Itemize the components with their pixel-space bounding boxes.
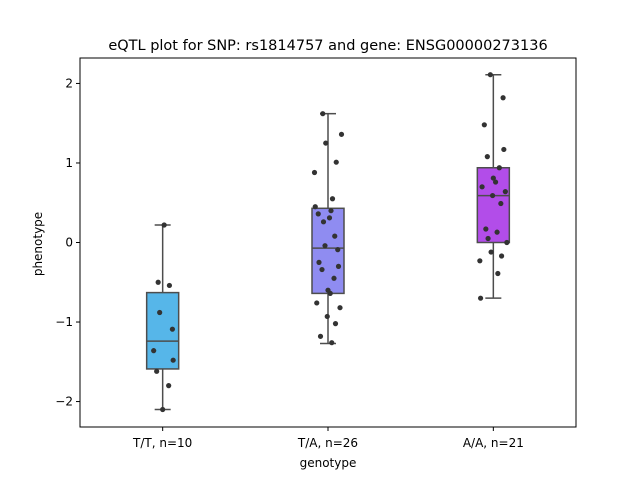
y-tick-label: 1 — [65, 156, 73, 170]
data-point — [494, 229, 500, 235]
data-point — [317, 333, 324, 339]
data-point — [319, 266, 325, 273]
box-iqr — [476, 166, 511, 244]
data-point — [155, 279, 161, 285]
data-point — [485, 235, 491, 242]
data-point — [504, 239, 510, 246]
data-point — [335, 263, 342, 269]
x-tick-label: A/A, n=21 — [463, 436, 524, 450]
data-point — [161, 222, 167, 228]
data-point — [477, 258, 483, 264]
data-point — [496, 165, 502, 171]
y-tick-label: 0 — [65, 236, 73, 250]
data-point — [312, 204, 318, 210]
data-point — [329, 196, 336, 202]
data-point — [501, 146, 507, 153]
data-point — [502, 189, 508, 195]
data-point — [169, 326, 176, 332]
x-tick-label: T/A, n=26 — [297, 436, 358, 450]
data-point — [311, 169, 318, 176]
data-point — [335, 247, 341, 253]
data-point — [489, 192, 496, 199]
data-point — [487, 72, 493, 78]
data-point — [322, 243, 328, 249]
data-point — [500, 95, 506, 101]
y-axis-label: phenotype — [31, 212, 45, 276]
data-point — [479, 184, 485, 190]
x-tick-label: T/T, n=10 — [132, 436, 192, 450]
data-point — [332, 233, 338, 239]
data-point — [320, 111, 326, 117]
data-point — [323, 140, 329, 146]
data-point — [316, 259, 322, 265]
data-point — [495, 270, 501, 277]
data-point — [484, 154, 490, 160]
data-point — [151, 348, 157, 354]
data-point — [320, 219, 327, 225]
data-point — [490, 175, 496, 181]
data-point — [492, 179, 499, 185]
data-point — [477, 295, 484, 301]
data-point — [331, 275, 337, 281]
chart-title: eQTL plot for SNP: rs1814757 and gene: E… — [108, 38, 547, 54]
data-point — [333, 159, 339, 165]
box-group — [145, 224, 180, 411]
data-point — [498, 200, 504, 207]
data-point — [160, 406, 166, 413]
plot-area: 2 1 0 −1 −2 T/T, n=10 T/A, n=26 A/A, n=21 — [55, 72, 524, 450]
data-point — [314, 300, 320, 306]
data-point — [483, 226, 489, 232]
y-tick-label: −2 — [55, 395, 73, 409]
data-point — [498, 253, 505, 259]
axes-frame — [79, 57, 577, 428]
data-point — [338, 131, 345, 137]
data-point — [328, 208, 334, 214]
data-point — [166, 383, 172, 389]
data-point — [315, 211, 321, 217]
x-axis-label: genotype — [300, 456, 357, 470]
data-point — [157, 309, 163, 316]
data-point — [170, 357, 176, 363]
data-point — [326, 215, 333, 221]
data-point — [337, 305, 343, 311]
data-point — [166, 282, 173, 289]
y-tick-label: −1 — [55, 315, 73, 329]
data-point — [481, 122, 487, 128]
data-point — [324, 313, 330, 320]
data-point — [488, 249, 494, 255]
y-tick-label: 2 — [65, 76, 73, 90]
data-point — [329, 340, 335, 346]
data-point — [325, 287, 331, 293]
data-point — [332, 321, 339, 327]
data-point — [154, 368, 160, 374]
